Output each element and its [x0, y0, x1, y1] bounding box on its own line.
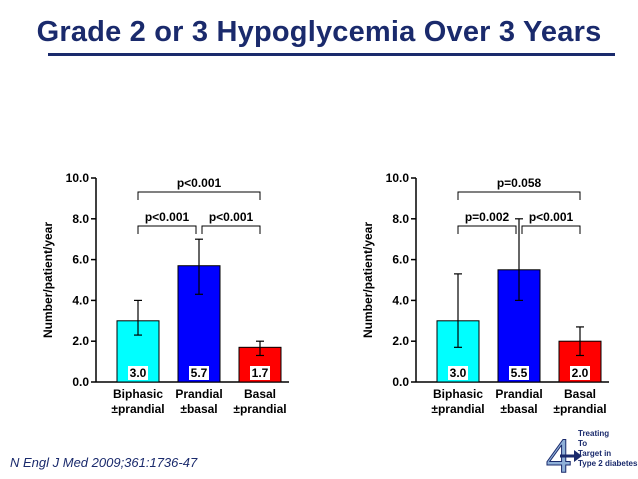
data-label: 5.7	[191, 366, 208, 380]
significance-bracket	[457, 191, 581, 200]
value-label-box	[448, 366, 468, 380]
significance-bracket	[137, 191, 261, 200]
x-tick-label: ±prandial	[233, 402, 286, 416]
logo-arrow-icon	[560, 450, 582, 462]
citation: N Engl J Med 2009;361:1736-47	[10, 455, 198, 470]
data-label: 3.0	[450, 366, 467, 380]
y-tick-label: 10.0	[386, 171, 410, 185]
p-value-label: p=0.058	[497, 176, 542, 190]
logo-line-1: Treating	[578, 429, 610, 438]
significance-bracket	[137, 225, 197, 234]
y-tick-label: 4.0	[392, 293, 409, 307]
chart-right: Number/patient/year 0.0 2.0 4.0 6.0 8.0 10.0 3.…	[361, 171, 609, 416]
y-tick-label: 8.0	[72, 212, 89, 226]
x-tick-label: ±basal	[180, 402, 217, 416]
value-label-box	[128, 366, 148, 380]
significance-bracket	[201, 225, 261, 234]
y-tick-label: 4.0	[72, 293, 89, 307]
x-tick-label: ±basal	[500, 402, 537, 416]
y-axis-label: Number/patient/year	[41, 222, 55, 338]
logo-line-3: Target in	[578, 449, 612, 458]
y-axis-label: Number/patient/year	[361, 222, 375, 338]
x-tick-label: Prandial	[495, 387, 542, 401]
chart-left: Number/patient/year 0.0 2.0 4.0 6.0 8.0 10.0 3.…	[41, 171, 289, 416]
x-tick-label: Basal	[564, 387, 596, 401]
logo-line-4: Type 2 diabetes	[578, 459, 638, 468]
y-tick-label: 0.0	[392, 375, 409, 389]
significance-bracket	[457, 225, 517, 234]
y-tick-label: 6.0	[72, 253, 89, 267]
y-tick-label: 2.0	[392, 334, 409, 348]
value-label-box	[570, 366, 590, 380]
data-label: 1.7	[252, 366, 269, 380]
y-tick-label: 10.0	[66, 171, 90, 185]
title-underline	[48, 53, 615, 56]
x-tick-label: ±prandial	[431, 402, 484, 416]
x-tick-label: ±prandial	[111, 402, 164, 416]
y-tick-label: 8.0	[392, 212, 409, 226]
p-value-label: p<0.001	[529, 210, 574, 224]
significance-bracket	[521, 225, 581, 234]
x-tick-label: Biphasic	[113, 387, 163, 401]
value-label-box	[509, 366, 529, 380]
slide-title: Grade 2 or 3 Hypoglycemia Over 3 Years	[36, 16, 602, 48]
x-tick-label: Prandial	[175, 387, 222, 401]
logo-line-2: To	[578, 439, 588, 448]
data-label: 2.0	[572, 366, 589, 380]
p-value-label: p<0.001	[145, 210, 190, 224]
p-value-label: p<0.001	[209, 210, 254, 224]
bar	[497, 269, 541, 383]
value-label-box	[189, 366, 209, 380]
data-label: 5.5	[511, 366, 528, 380]
p-value-label: p=0.002	[465, 210, 510, 224]
x-tick-label: Biphasic	[433, 387, 483, 401]
data-label: 3.0	[130, 366, 147, 380]
value-label-box	[250, 366, 270, 380]
y-tick-label: 2.0	[72, 334, 89, 348]
p-value-label: p<0.001	[177, 176, 222, 190]
treating-to-target-logo: 4	[546, 428, 582, 476]
logo-text: Treating To Target in Type 2 diabetes	[578, 429, 637, 469]
x-tick-label: ±prandial	[553, 402, 606, 416]
logo-numeral: 4	[546, 428, 571, 476]
y-tick-label: 0.0	[72, 375, 89, 389]
x-tick-label: Basal	[244, 387, 276, 401]
y-tick-label: 6.0	[392, 253, 409, 267]
